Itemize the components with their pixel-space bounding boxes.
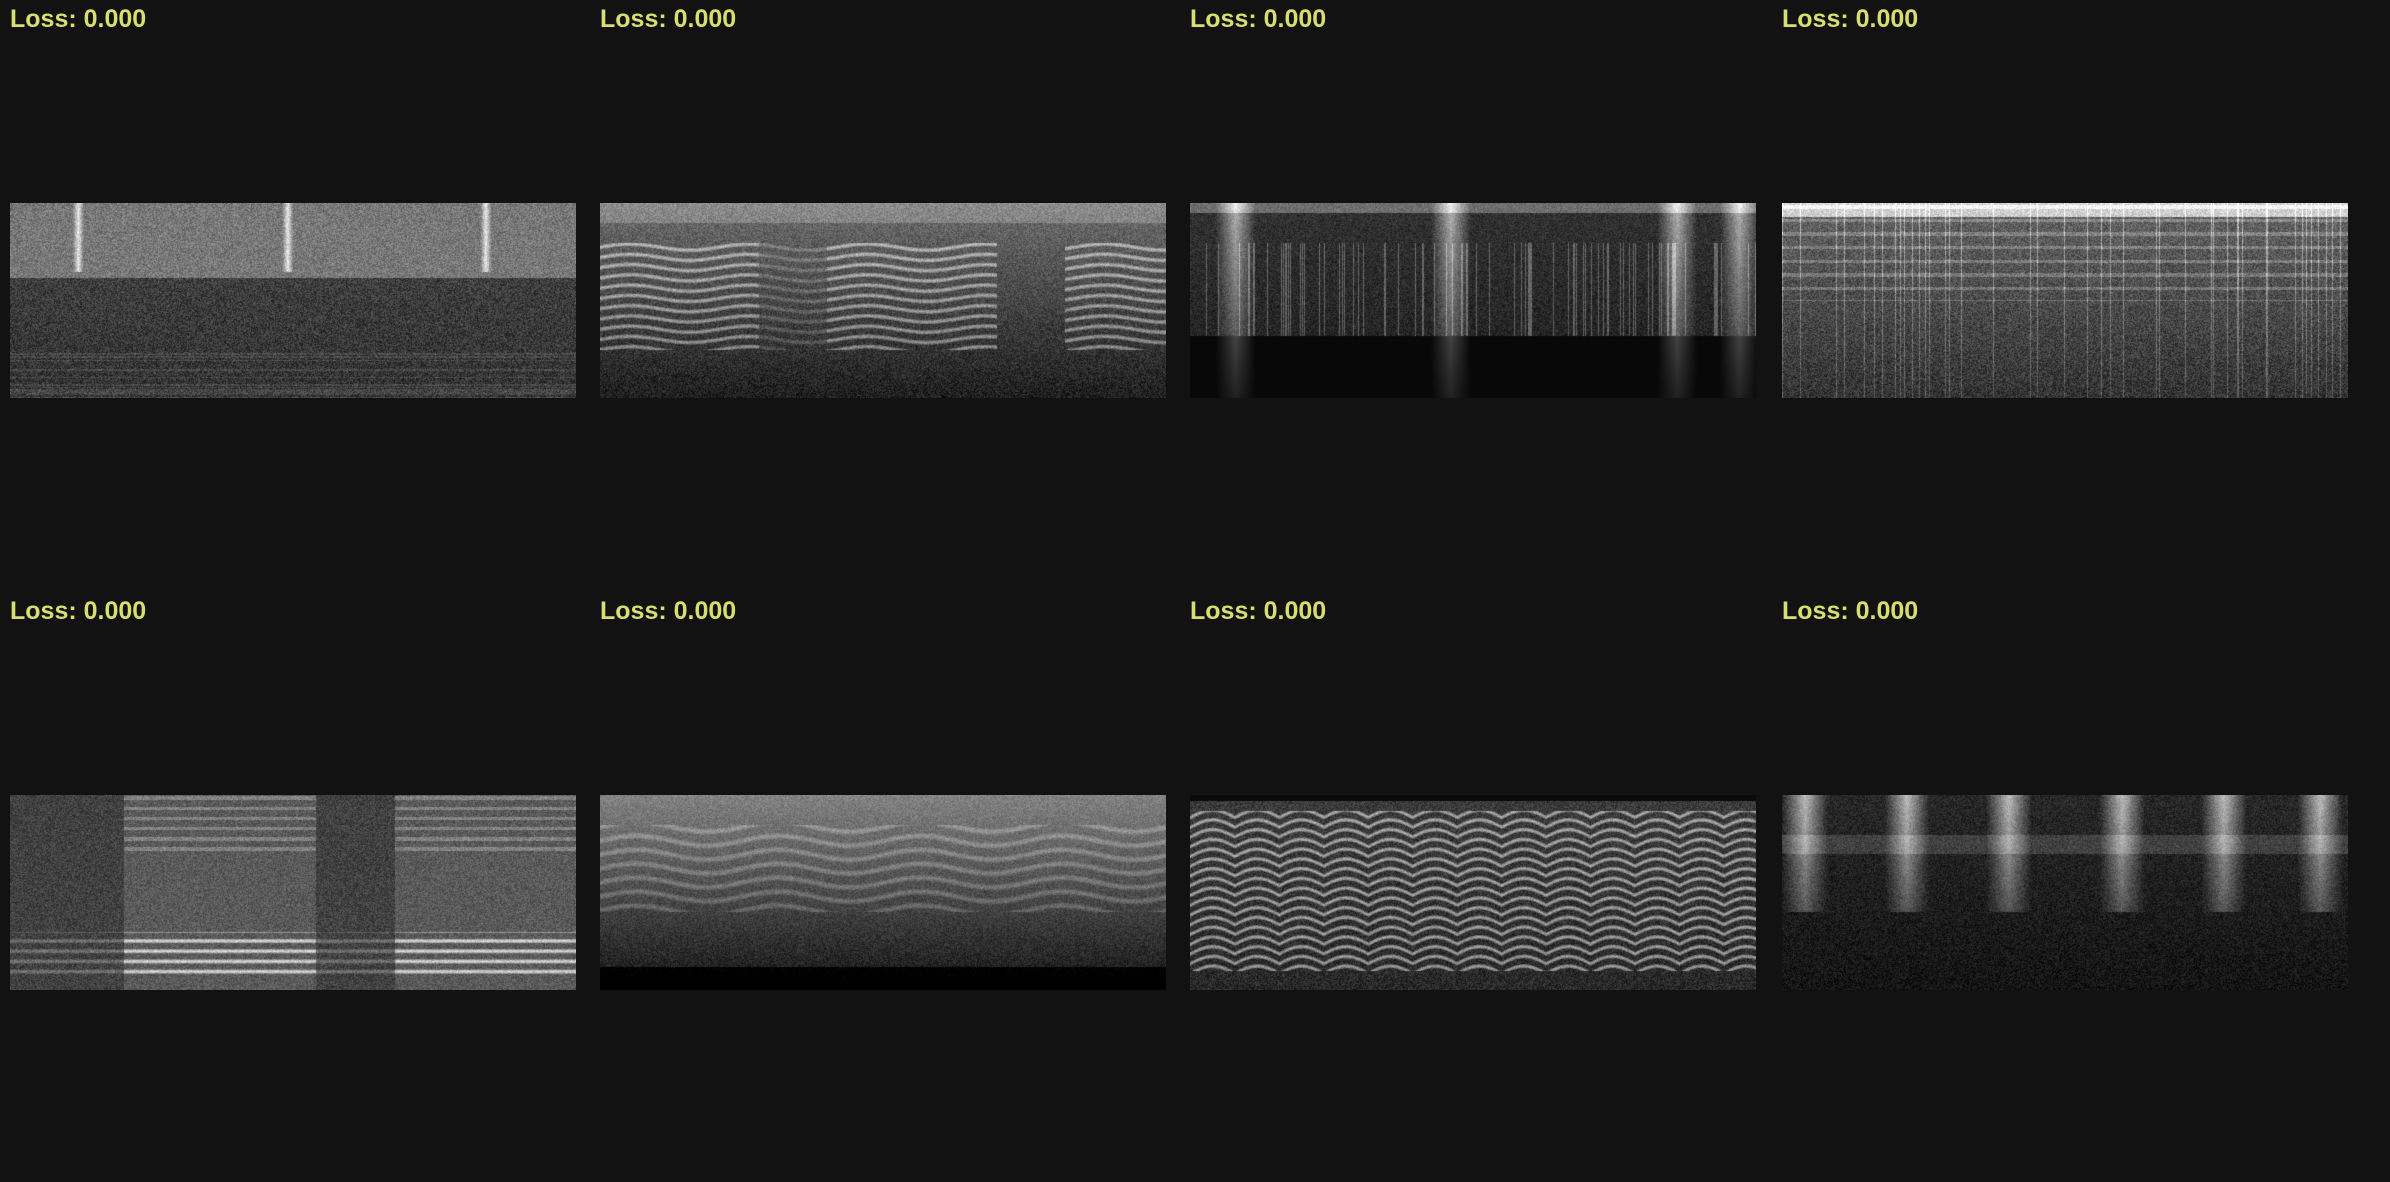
spectrogram-panel: Loss: 0.000	[598, 0, 1164, 590]
loss-label: Loss: 0.000	[1190, 596, 1326, 626]
spectrogram-panel: Loss: 0.000	[1188, 0, 1754, 590]
loss-label: Loss: 0.000	[10, 4, 146, 34]
spectrogram-image	[1190, 203, 1756, 398]
spectrogram-image	[1782, 203, 2348, 398]
spectrogram-panel: Loss: 0.000	[598, 592, 1164, 1182]
spectrogram-image	[10, 203, 576, 398]
spectrogram-image	[10, 795, 576, 990]
spectrogram-image	[1190, 795, 1756, 990]
loss-label: Loss: 0.000	[600, 596, 736, 626]
loss-label: Loss: 0.000	[600, 4, 736, 34]
loss-label: Loss: 0.000	[1190, 4, 1326, 34]
spectrogram-panel: Loss: 0.000	[8, 592, 574, 1182]
spectrogram-panel: Loss: 0.000	[1780, 0, 2346, 590]
loss-label: Loss: 0.000	[1782, 4, 1918, 34]
loss-label: Loss: 0.000	[1782, 596, 1918, 626]
spectrogram-image	[1782, 795, 2348, 990]
spectrogram-panel: Loss: 0.000	[8, 0, 574, 590]
spectrogram-panel: Loss: 0.000	[1780, 592, 2346, 1182]
loss-label: Loss: 0.000	[10, 596, 146, 626]
spectrogram-image	[600, 203, 1166, 398]
spectrogram-panel: Loss: 0.000	[1188, 592, 1754, 1182]
spectrogram-image	[600, 795, 1166, 990]
